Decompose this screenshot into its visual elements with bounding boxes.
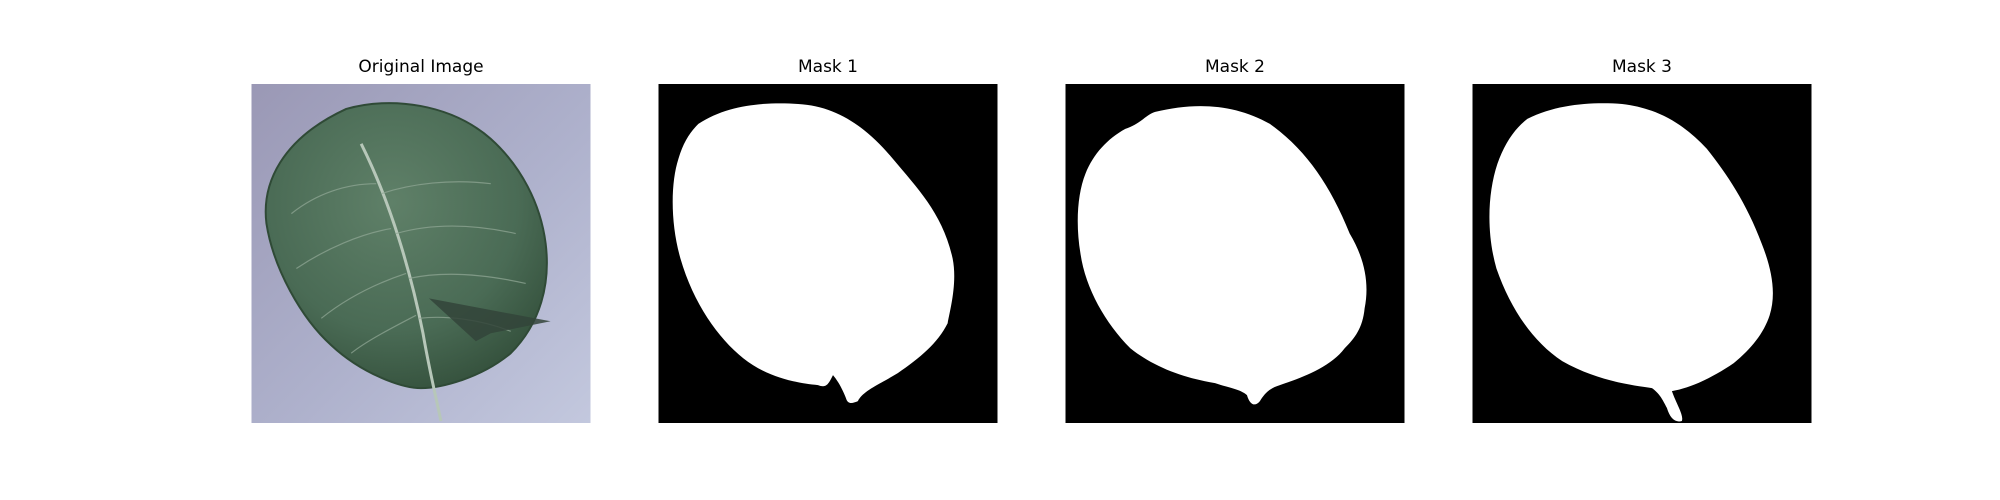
mask-foreground [1077,106,1367,405]
mask-foreground [1489,103,1773,422]
mask-2-image [1065,84,1405,423]
panel-title-mask-3: Mask 3 [1611,57,1672,77]
panel-title-mask-2: Mask 2 [1204,57,1265,77]
leaf-shadow [428,298,551,342]
panel-original-image: Original Image [251,56,591,423]
panel-title-original: Original Image [358,57,484,77]
panel-title-mask-1: Mask 1 [797,57,858,77]
panel-mask-1: Mask 1 [658,56,998,423]
mask-1-image [658,84,998,423]
mask-foreground [672,103,955,403]
original-leaf-image [251,84,591,423]
leaf-midrib [359,143,443,422]
panel-mask-2: Mask 2 [1065,56,1405,423]
mask-3-image [1472,84,1812,423]
panel-mask-3: Mask 3 [1472,56,1812,423]
